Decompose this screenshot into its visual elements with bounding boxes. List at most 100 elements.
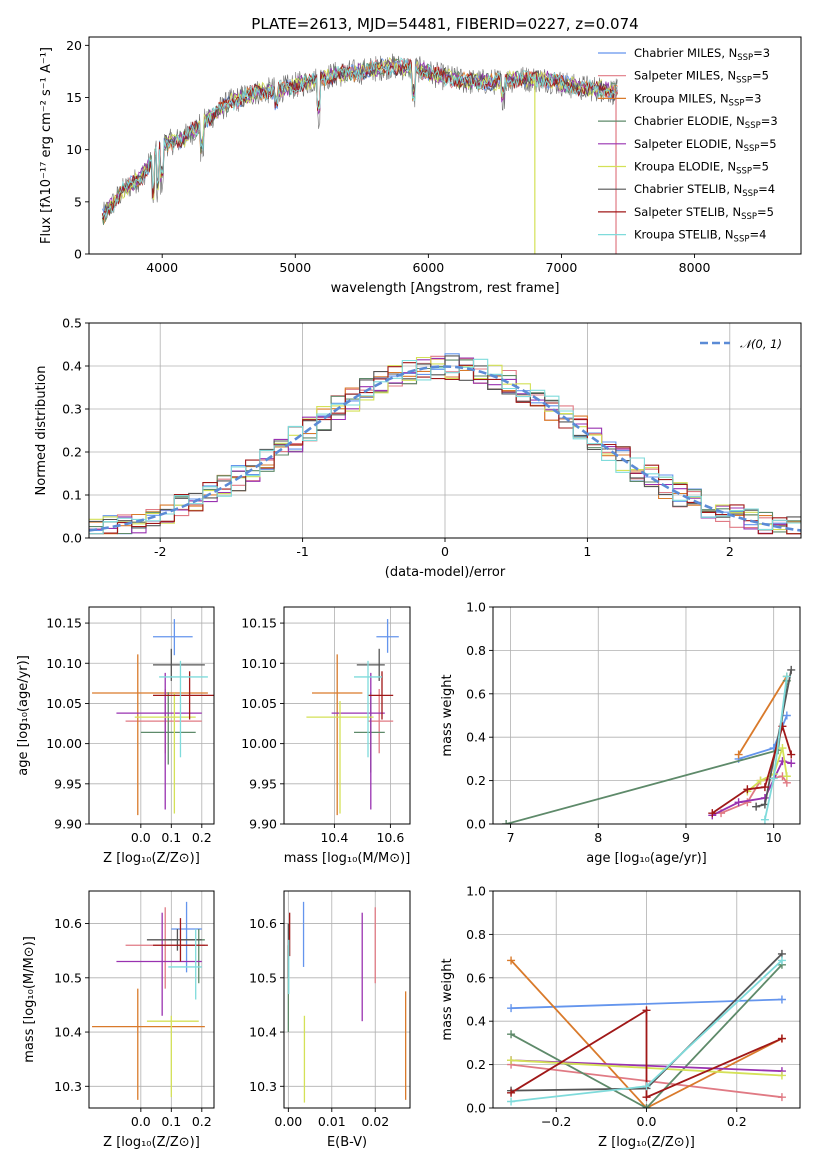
mass-weight-marker	[502, 820, 511, 824]
normal-reference-curve	[89, 365, 801, 532]
mass-weight-line	[737, 675, 788, 756]
y-tick-label: 0.3	[62, 402, 82, 417]
y-tick-label: 10.10	[46, 656, 82, 671]
mass-vs-metallicity-panel: 0.0 0.1 0.2 10.3 10.4 10.5 10.6 Z [log₁₀(Z/Z⊙)]…	[22, 890, 215, 1150]
mass-weight-marker	[743, 798, 752, 807]
mass-weight-marker	[507, 1030, 516, 1039]
mass-weight-marker	[642, 1006, 651, 1015]
y-tick-label: 10.05	[241, 696, 277, 711]
y-tick-label: 0.8	[466, 927, 486, 942]
mass-weight-marker	[760, 815, 769, 824]
x-axis-label: wavelength [Angstrom, rest frame]	[331, 281, 560, 296]
mass-weight-line	[511, 998, 782, 1010]
x-tick-label: 4000	[146, 260, 178, 275]
axes-frame	[283, 606, 411, 825]
axes-frame	[88, 36, 802, 255]
y-tick-label: 10.3	[54, 1079, 82, 1094]
y-tick-label: 0.2	[466, 1057, 486, 1072]
y-axis-label: Normed distribution	[34, 366, 49, 496]
x-axis-label: mass [log₁₀(M/M⊙)]	[284, 851, 411, 866]
x-tick-label: 0.2	[192, 830, 212, 845]
plot-area	[92, 901, 208, 1100]
mass-weight-line	[510, 959, 783, 1108]
mass-weight-marker	[782, 711, 791, 720]
mass-weight-marker	[787, 759, 796, 768]
x-tick-label: 0.2	[727, 1114, 747, 1129]
y-tick-label: 10.00	[46, 736, 82, 751]
x-tick-label: -2	[154, 544, 166, 559]
plot-area	[306, 619, 399, 816]
x-tick-label: 10.6	[376, 830, 404, 845]
age-vs-mass-panel: 10.4 10.6 9.90 9.95 10.00 10.05 10.10 10.15 mass…	[241, 606, 411, 866]
residual-histogram-panel: -2 -1 0 1 2 0.0 0.1 0.2 0.3 0.4 0.5 (data-model)/er…	[34, 316, 802, 580]
x-axis-label: Z [log₁₀(Z/Z⊙)]	[103, 1135, 200, 1150]
y-tick-label: 0.8	[466, 643, 486, 658]
mass-weight-vs-metallicity-panel: −0.2 0.0 0.2 0.0 0.2 0.4 0.6 0.8 1.0 Z [log₁₀(Z/Z…	[440, 884, 801, 1150]
spectrum-legend: Chabrier MILES, NSSP=3 Salpeter MILES, NS…	[598, 46, 778, 245]
x-tick-label: 0.01	[318, 1114, 346, 1129]
x-tick-label: −0.2	[541, 1114, 571, 1129]
x-axis-label: Z [log₁₀(Z/Z⊙)]	[103, 851, 200, 866]
histogram-step-line	[89, 362, 801, 535]
legend-label: Salpeter STELIB, NSSP=5	[634, 205, 774, 222]
axes-frame	[88, 890, 215, 1109]
mass-weight-marker	[756, 776, 765, 785]
plot-area	[287, 901, 407, 1103]
mass-weight-marker	[507, 1097, 516, 1106]
x-tick-label: 9	[682, 830, 690, 845]
y-tick-label: 0.1	[62, 488, 82, 503]
y-tick-label: 10.5	[249, 970, 277, 985]
figure-title: PLATE=2613, MJD=54481, FIBERID=0227, z=0…	[251, 15, 638, 33]
x-tick-label: -1	[296, 544, 308, 559]
legend-label: Chabrier STELIB, NSSP=4	[634, 182, 775, 199]
x-axis-label: age [log₁₀(age/yr)]	[586, 851, 707, 866]
legend-label: Kroupa MILES, NSSP=3	[634, 91, 761, 108]
y-tick-label: 5	[74, 194, 82, 209]
plot-area	[507, 949, 786, 1108]
mass-weight-marker	[642, 1082, 651, 1091]
y-axis-label: mass [log₁₀(M/M⊙)]	[22, 936, 37, 1063]
y-tick-label: 15	[66, 90, 82, 105]
x-tick-label: 6000	[412, 260, 444, 275]
mass-weight-marker	[777, 1093, 786, 1102]
plot-area	[89, 353, 801, 535]
x-tick-label: 10	[766, 830, 782, 845]
mass-weight-marker	[507, 956, 516, 965]
y-tick-label: 0.4	[62, 359, 82, 374]
x-axis-label: (data-model)/error	[385, 565, 506, 580]
mass-weight-marker	[760, 783, 769, 792]
y-tick-label: 10.6	[249, 916, 277, 931]
axes-frame	[492, 606, 801, 825]
plot-area	[502, 665, 796, 824]
mass-weight-marker	[787, 665, 796, 674]
y-tick-label: 10.05	[46, 696, 82, 711]
y-tick-label: 9.95	[249, 776, 277, 791]
legend-label: 𝒩(0, 1)	[740, 337, 782, 351]
y-tick-label: 0.0	[466, 817, 486, 832]
mass-weight-marker	[777, 1034, 786, 1043]
x-tick-label: 0	[441, 544, 449, 559]
y-axis-label: mass weight	[440, 674, 455, 756]
x-tick-label: 1	[583, 544, 591, 559]
mass-weight-marker	[507, 1088, 516, 1097]
y-tick-label: 10.3	[249, 1079, 277, 1094]
x-axis-label: E(B-V)	[327, 1135, 367, 1150]
y-tick-label: 1.0	[466, 884, 486, 899]
mass-weight-marker	[769, 774, 778, 783]
mass-weight-line	[510, 1008, 783, 1099]
y-tick-label: 0.6	[466, 686, 486, 701]
mass-weight-marker	[787, 750, 796, 759]
mass-weight-marker	[782, 672, 791, 681]
y-tick-label: 1.0	[466, 600, 486, 615]
mass-weight-marker	[778, 744, 787, 753]
legend-label: Salpeter MILES, NSSP=5	[634, 69, 769, 86]
x-tick-label: 10.4	[320, 830, 348, 845]
mass-weight-marker	[708, 809, 717, 818]
x-tick-label: 8000	[679, 260, 711, 275]
y-axis-label: Flux [fλ10⁻¹⁷ erg cm⁻² s⁻¹ A⁻¹]	[39, 47, 54, 244]
y-tick-label: 0.4	[466, 1014, 486, 1029]
legend-label: Kroupa STELIB, NSSP=4	[634, 228, 766, 245]
mass-weight-marker	[642, 1104, 651, 1108]
y-tick-label: 10.4	[249, 1025, 277, 1040]
mass-weight-marker	[777, 1071, 786, 1080]
